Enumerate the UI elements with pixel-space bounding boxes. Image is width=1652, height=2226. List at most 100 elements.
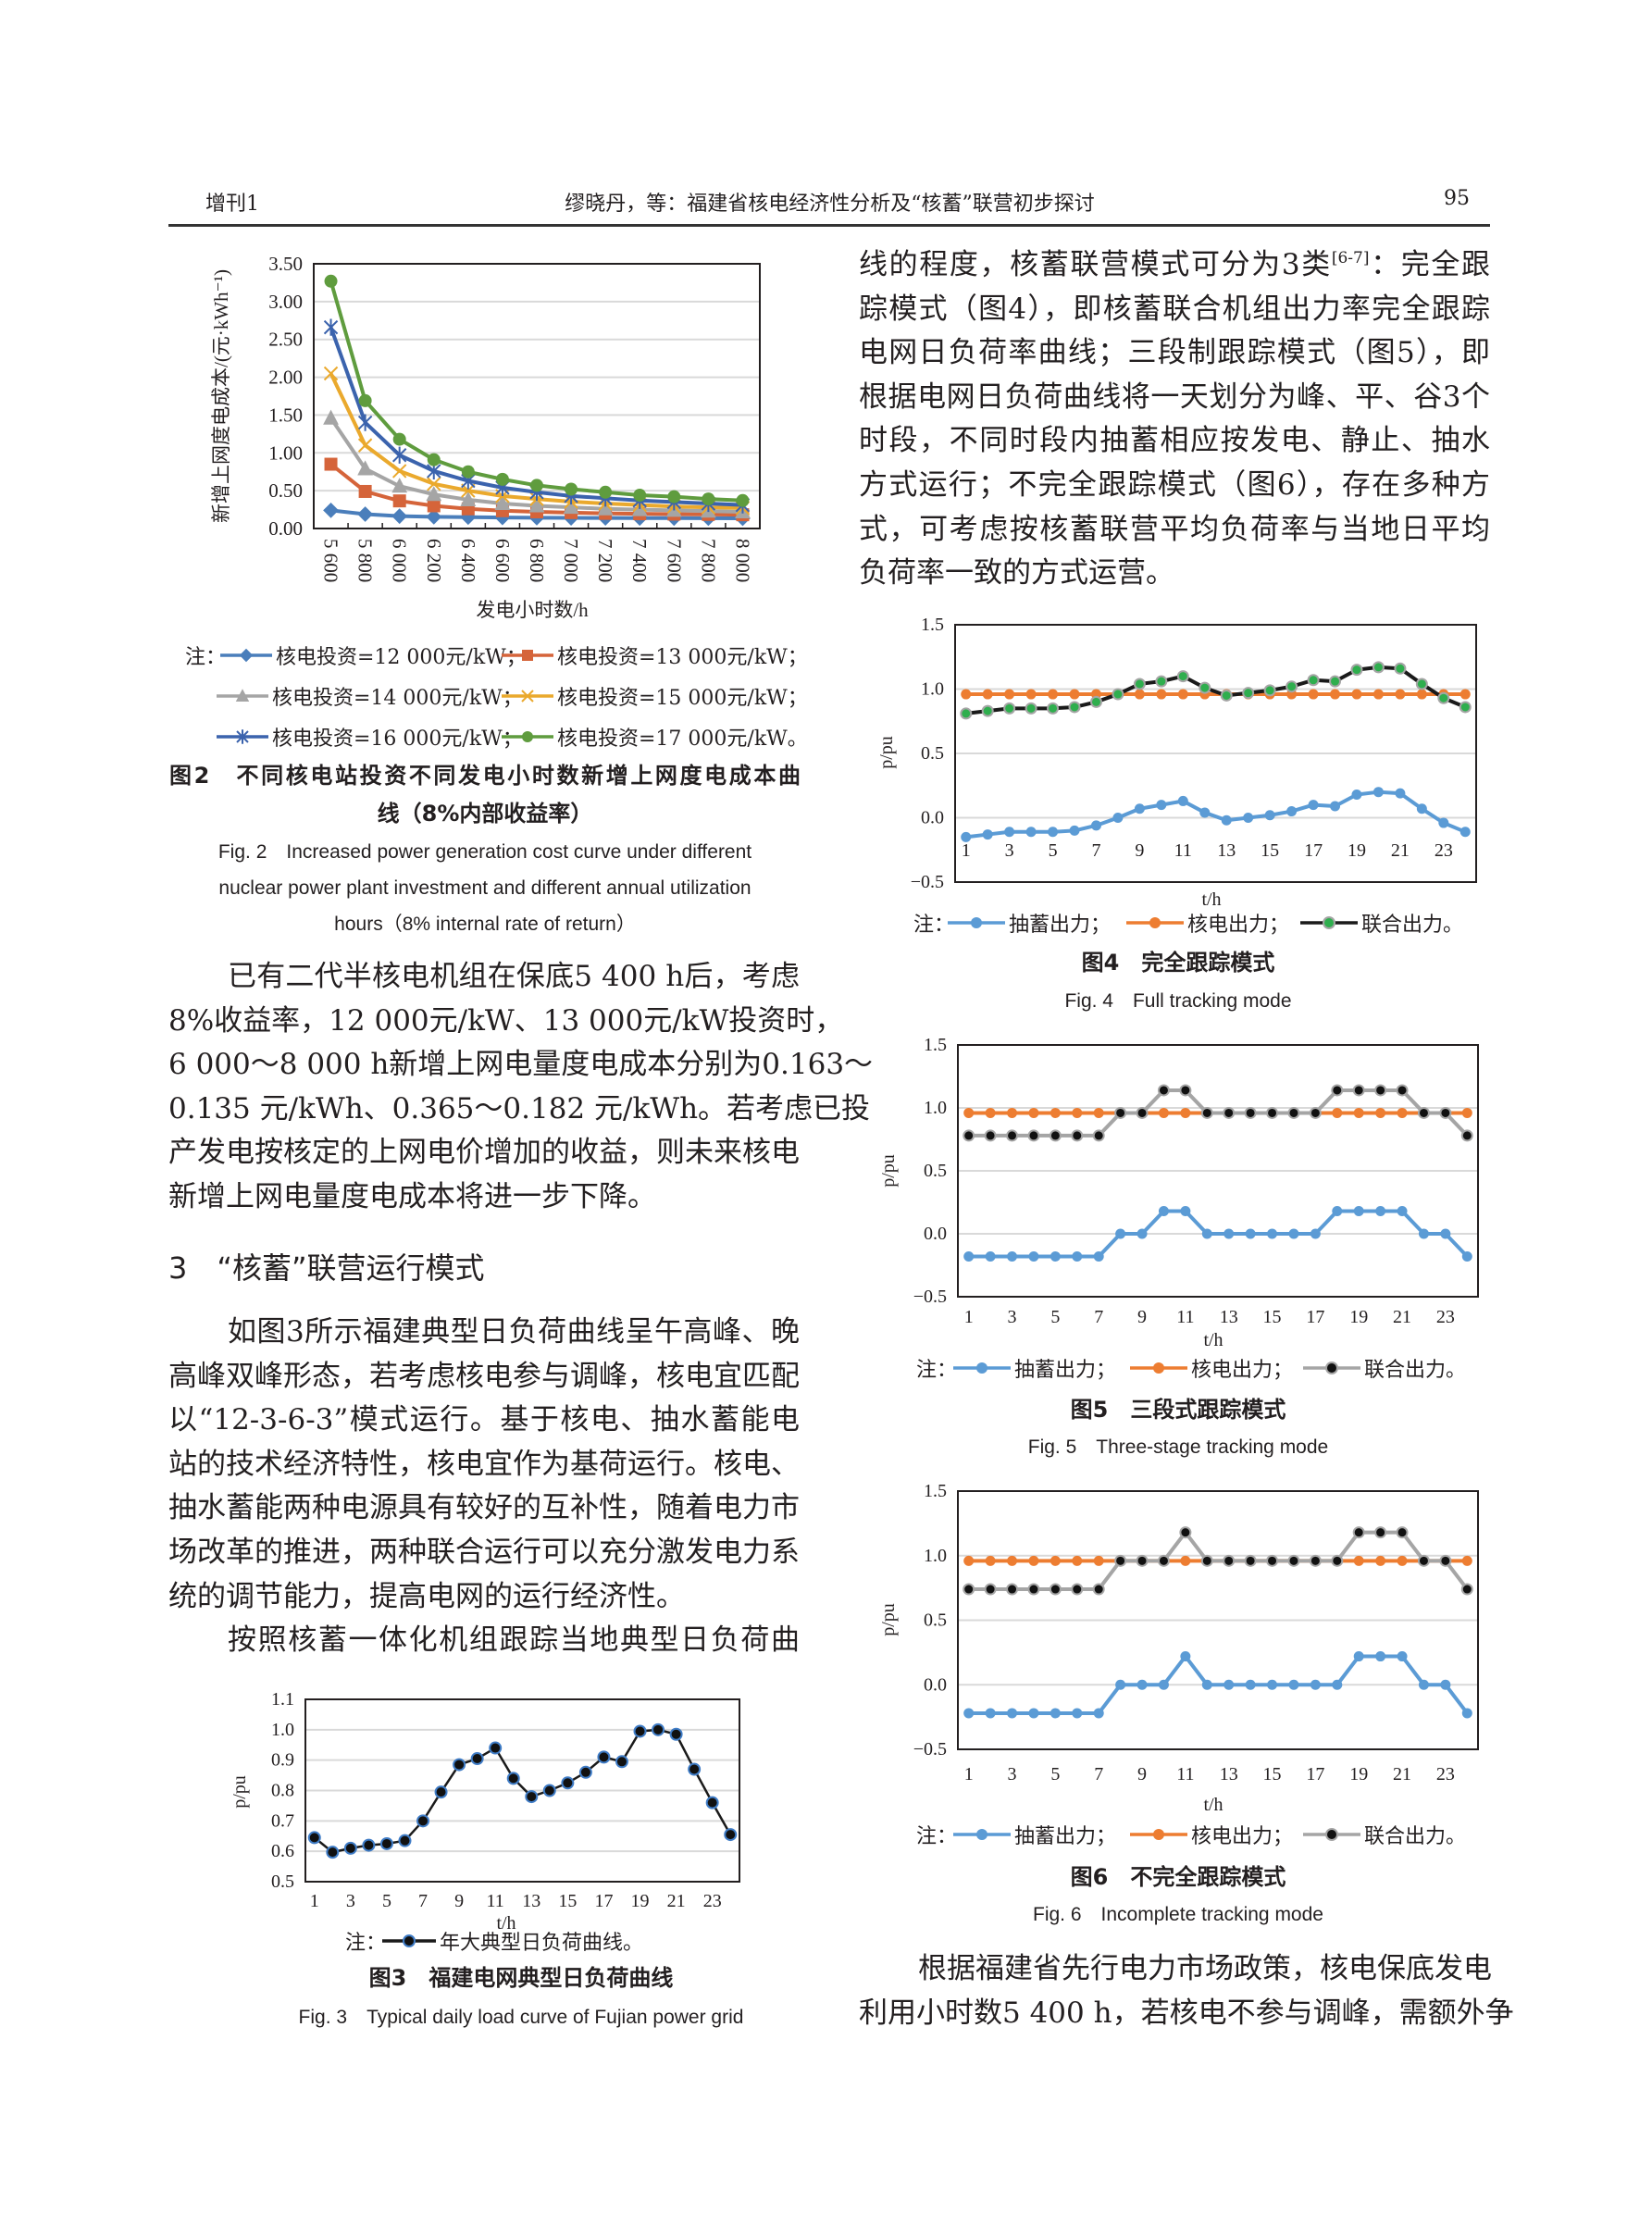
data-point xyxy=(323,318,339,336)
x-tick-label: 21 xyxy=(667,1891,686,1911)
data-point xyxy=(1329,675,1342,688)
data-point xyxy=(1459,689,1471,700)
y-tick-label: 1.0 xyxy=(271,1720,294,1740)
data-point xyxy=(963,1708,975,1719)
legend-marker-icon xyxy=(953,1362,1011,1374)
data-point xyxy=(1003,702,1016,715)
data-point xyxy=(1332,1679,1343,1690)
data-point xyxy=(1149,917,1161,928)
data-point xyxy=(1072,1250,1083,1262)
fig3-caption-cn: 图3 福建电网典型日负荷曲线 xyxy=(368,1965,674,1991)
text-line: 6 000～8 000 h新增上网电量度电成本分别为0.163～ xyxy=(168,1048,874,1082)
data-point xyxy=(1351,689,1362,700)
x-tick-label: 7 000 xyxy=(560,539,582,582)
series-1 xyxy=(961,787,1471,842)
text-span: 线的程度，核蓄联营模式可分为3类 xyxy=(859,248,1332,281)
y-tick-label: −0.5 xyxy=(913,1287,947,1307)
data-point xyxy=(1179,1084,1192,1097)
data-point xyxy=(1093,1107,1104,1118)
data-point xyxy=(427,499,441,513)
data-point xyxy=(1223,1106,1236,1119)
x-tick-label: 3 xyxy=(1008,1764,1017,1785)
x-tick-label: 8 000 xyxy=(731,539,753,582)
data-point xyxy=(1440,1679,1451,1690)
legend-note: 注： xyxy=(345,1932,387,1955)
x-tick-label: 15 xyxy=(1261,840,1279,861)
y-tick-label: 3.50 xyxy=(268,253,303,275)
legend-label: 核电出力； xyxy=(1191,1825,1294,1848)
data-point xyxy=(1007,1107,1018,1118)
y-axis-title: p/pu xyxy=(878,1154,899,1188)
x-tick-label: 9 xyxy=(454,1891,464,1911)
x-tick-label: 9 xyxy=(1137,1307,1147,1327)
text-line: 时段，不同时段内抽蓄相应按发电、静止、抽水 xyxy=(859,424,1490,458)
x-tick-label: 19 xyxy=(1349,1307,1368,1327)
data-point xyxy=(1180,1206,1191,1217)
x-tick-label: 5 xyxy=(1050,1764,1060,1785)
text-line: 8%收益率，12 000元/kW、13 000元/kW投资时， xyxy=(168,1003,844,1038)
data-point xyxy=(1308,689,1319,700)
data-point xyxy=(963,1107,975,1118)
left-paragraph-1: 已有二代半核电机组在保底5 400 h后，考虑 8%收益率，12 000元/kW、… xyxy=(168,955,874,1220)
legend-marker-icon xyxy=(217,689,268,702)
chart-1: 0.00 0.50 1.00 1.50 2.00 2.50 3.00 3.50 5 600 5 8… xyxy=(210,253,761,621)
data-point xyxy=(1287,1106,1300,1119)
x-axis-title: 发电小时数/h xyxy=(476,599,589,621)
data-point xyxy=(736,493,750,507)
data-point xyxy=(652,1722,665,1736)
legend-marker-icon xyxy=(1303,1362,1360,1374)
journal-issue: 增刊1 xyxy=(205,193,259,216)
legend-note: 注： xyxy=(913,914,955,937)
data-point xyxy=(1180,1107,1191,1118)
caption-line: nuclear power plant investment and diffe… xyxy=(218,877,751,899)
data-point xyxy=(1461,1555,1472,1566)
data-point xyxy=(1438,817,1449,828)
text-line: 负荷率一致的方式运营。 xyxy=(859,556,1174,591)
text-line: 方式运行；不完全跟踪模式（图6），存在多种方 xyxy=(859,467,1490,502)
y-tick-label: −0.5 xyxy=(911,872,944,892)
data-point xyxy=(1220,689,1233,702)
legend-item: 联合出力。 xyxy=(1303,1821,1466,1848)
data-point xyxy=(1331,1554,1344,1567)
data-point xyxy=(565,482,578,496)
data-point xyxy=(961,689,972,700)
data-point xyxy=(1071,1583,1084,1596)
x-tick-label: 19 xyxy=(1349,1764,1368,1785)
data-point xyxy=(1201,1679,1212,1690)
data-point xyxy=(1244,1106,1257,1119)
data-point xyxy=(1049,1583,1062,1596)
x-tick-label: 23 xyxy=(1436,1764,1455,1785)
data-point xyxy=(506,1772,520,1785)
data-point xyxy=(1396,1526,1409,1539)
data-point xyxy=(1071,1129,1084,1142)
x-tick-label: 19 xyxy=(631,1891,650,1911)
legend-label: 核电投资=12 000元/kW； xyxy=(276,646,527,669)
x-tick-label: 17 xyxy=(1306,1764,1324,1785)
data-point xyxy=(1179,1526,1192,1539)
data-point xyxy=(984,1129,997,1142)
data-point xyxy=(1397,1555,1408,1566)
x-tick-label: 23 xyxy=(1435,840,1453,861)
citation[interactable]: [6-7] xyxy=(1331,249,1370,267)
data-point xyxy=(633,1724,647,1738)
data-point xyxy=(1396,1084,1409,1097)
data-point xyxy=(391,446,407,464)
legend-item: 核电出力； xyxy=(1126,909,1289,937)
data-point xyxy=(358,484,372,498)
legend-marker-icon xyxy=(502,731,553,742)
data-point xyxy=(615,1755,628,1769)
text-line: 产发电按核定的上网电价增加的收益，则未来核电 xyxy=(168,1136,800,1170)
data-point xyxy=(1353,1206,1364,1217)
data-point xyxy=(522,650,533,661)
legend-marker-icon xyxy=(1130,1829,1187,1840)
data-point xyxy=(391,464,407,479)
legend-item: 抽蓄出力； xyxy=(953,1821,1116,1848)
x-tick-label: 7 200 xyxy=(594,539,616,582)
data-point xyxy=(1027,1129,1040,1142)
data-point xyxy=(1417,1106,1430,1119)
data-point xyxy=(1267,1679,1278,1690)
legend-marker-icon xyxy=(1130,1362,1187,1374)
legend-label: 年大典型日负荷曲线。 xyxy=(440,1932,644,1955)
x-tick-label: 5 800 xyxy=(354,539,377,582)
legend-label: 抽蓄出力； xyxy=(1009,914,1112,937)
